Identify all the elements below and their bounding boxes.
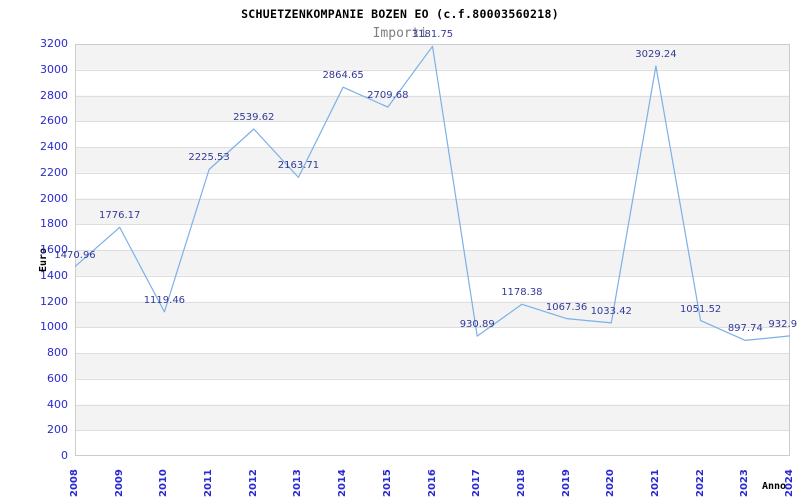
- y-tick-label: 200: [47, 423, 68, 437]
- x-tick-label: 2011: [203, 469, 215, 497]
- x-tick-label: 2017: [471, 469, 483, 497]
- grid-band: [75, 95, 790, 122]
- x-tick-label: 2016: [426, 469, 438, 497]
- data-point-label: 3181.75: [411, 29, 454, 41]
- data-point-label: 897.74: [727, 323, 763, 335]
- x-axis-title: Anno: [762, 481, 787, 492]
- grid-band: [75, 353, 790, 379]
- chart-title: SCHUETZENKOMPANIE BOZEN EO (c.f.80003560…: [241, 7, 559, 21]
- data-point-label: 1119.46: [143, 294, 186, 306]
- x-tick-label: 2008: [69, 469, 80, 497]
- data-point-label: 1178.38: [501, 287, 543, 299]
- plot-canvas: [74, 44, 791, 457]
- data-point-label: 2163.71: [277, 160, 320, 172]
- y-tick-label: 2200: [40, 165, 68, 179]
- y-tick-label: 1000: [40, 320, 68, 334]
- plot-area: [74, 44, 791, 457]
- x-tick-label: 2013: [292, 469, 304, 497]
- y-tick-label: 2600: [40, 114, 68, 128]
- data-point-label: 1051.52: [679, 303, 722, 315]
- series-line: [74, 45, 791, 341]
- data-point-label: 2539.62: [233, 112, 275, 124]
- y-tick-label: 2800: [40, 88, 68, 102]
- y-tick-label: 3000: [40, 62, 68, 76]
- data-point-label: 1776.17: [99, 210, 141, 222]
- data-point-label: 2864.65: [322, 70, 364, 82]
- x-tick-label: 2024: [784, 469, 795, 497]
- y-tick-label: 800: [47, 346, 68, 359]
- data-point-label: 932.9: [768, 318, 798, 330]
- x-tick-label: 2009: [113, 469, 125, 497]
- x-tick-label: 2010: [158, 469, 170, 497]
- x-tick-label: 2015: [381, 469, 393, 497]
- x-tick-label: 2012: [247, 469, 259, 497]
- y-tick-label: 400: [47, 397, 68, 411]
- x-tick-label: 2021: [649, 469, 661, 497]
- data-point-label: 2225.53: [188, 152, 230, 164]
- grid-band: [75, 250, 790, 276]
- y-tick-label: 1600: [40, 243, 68, 256]
- y-tick-label: 600: [47, 371, 68, 385]
- grid-band: [75, 198, 790, 225]
- y-tick-label: 1400: [40, 268, 68, 282]
- x-tick-label: 2014: [337, 469, 349, 497]
- data-point-label: 930.89: [459, 319, 495, 331]
- y-tick-label: 1200: [40, 294, 68, 308]
- plot-border: [75, 44, 790, 456]
- grid-band: [75, 147, 790, 173]
- data-point-label: 1470.96: [54, 249, 96, 261]
- data-point-label: 3029.24: [635, 48, 677, 60]
- x-tick-label: 2020: [605, 469, 617, 497]
- grid-band: [75, 404, 790, 431]
- data-point-label: 1033.42: [590, 305, 632, 317]
- y-tick-label: 1800: [40, 217, 68, 231]
- x-tick-label: 2023: [739, 469, 751, 497]
- data-point-label: 2709.68: [367, 90, 409, 102]
- grid-band: [75, 301, 790, 328]
- y-tick-label: 2400: [40, 140, 68, 153]
- x-tick-label: 2022: [694, 469, 706, 497]
- y-tick-label: 0: [61, 449, 68, 462]
- y-tick-label: 2000: [40, 191, 68, 205]
- x-tick-label: 2018: [515, 469, 527, 497]
- data-point-label: 1067.36: [545, 301, 588, 313]
- y-tick-label: 3200: [40, 37, 68, 50]
- x-tick-label: 2019: [560, 469, 572, 497]
- chart-subtitle: Importi: [372, 26, 428, 41]
